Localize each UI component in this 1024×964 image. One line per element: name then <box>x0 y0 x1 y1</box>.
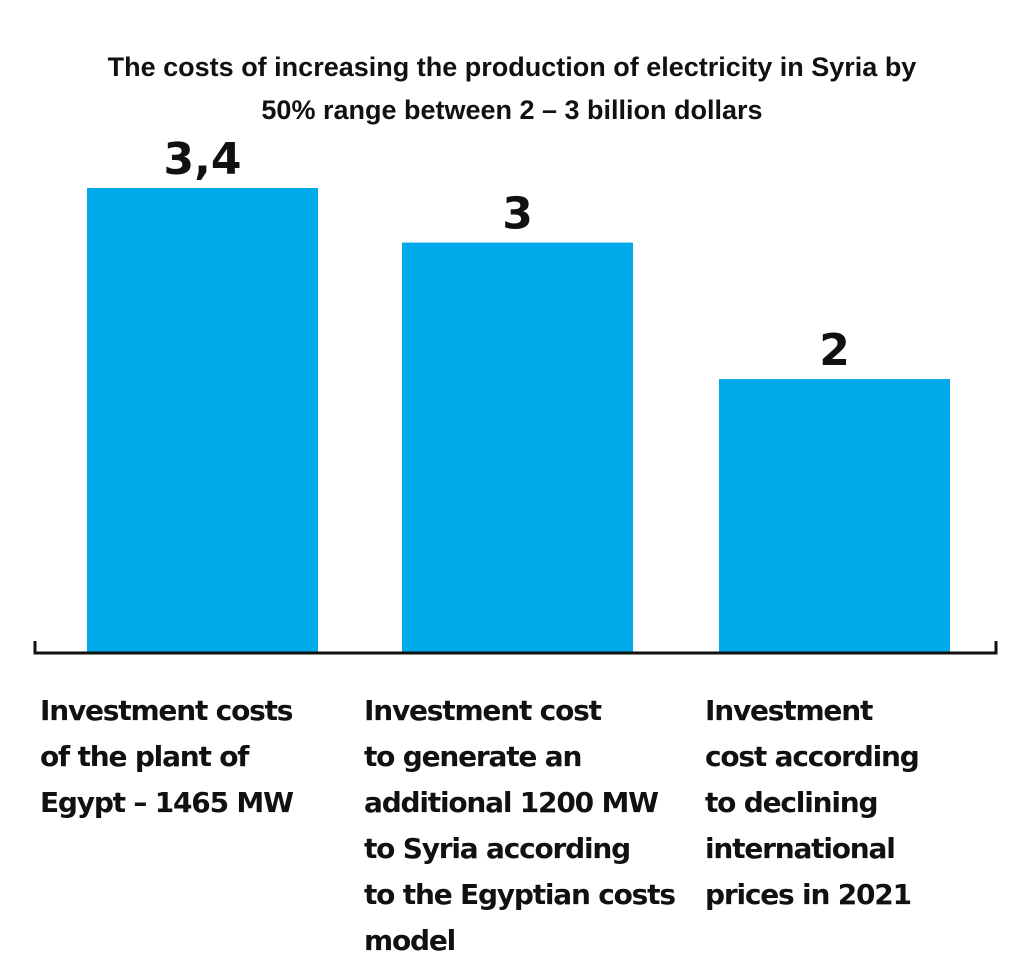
data-label-0: 3,4 <box>164 134 242 185</box>
category-label-plant-egypt: Investment costs of the plant of Egypt –… <box>40 694 294 819</box>
bar-0 <box>87 188 318 652</box>
category-label-declining-prices: Investment cost according to declining i… <box>705 694 920 911</box>
category-label-additional-syria: Investment cost to generate an additiona… <box>364 694 676 957</box>
bar-2 <box>719 379 950 652</box>
bar-1 <box>402 242 633 652</box>
chart-title-line-2: 50% range between 2 – 3 billion dollars <box>261 95 763 125</box>
chart-title-line-1: The costs of increasing the production o… <box>107 52 917 82</box>
data-label-1: 3 <box>502 189 533 240</box>
data-label-2: 2 <box>819 325 850 376</box>
x-axis-baseline <box>33 641 998 655</box>
